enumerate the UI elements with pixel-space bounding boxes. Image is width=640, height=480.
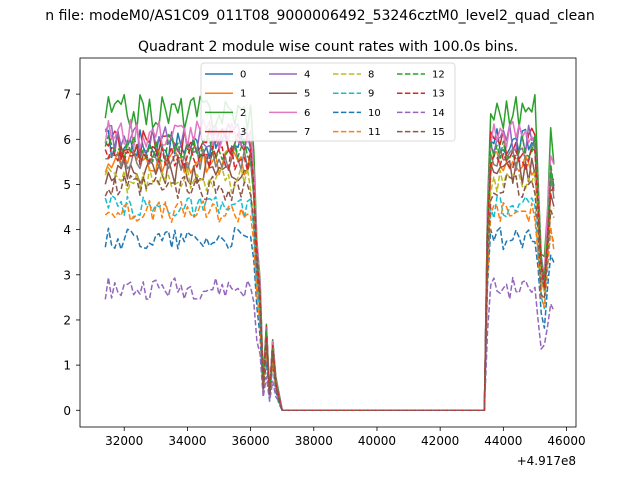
y-tick-label: 4 <box>63 223 71 237</box>
y-tick-label: 7 <box>63 88 71 102</box>
x-tick-label: 40000 <box>358 434 396 448</box>
legend-label-7: 7 <box>304 127 310 138</box>
legend-label-9: 9 <box>368 89 374 100</box>
y-tick-label: 5 <box>63 178 71 192</box>
y-tick-label: 0 <box>63 404 71 418</box>
legend-box <box>200 62 456 142</box>
y-axis: 0 1 2 3 4 5 6 7 <box>63 88 80 418</box>
y-tick-label: 1 <box>63 359 71 373</box>
legend-label-8: 8 <box>368 70 374 81</box>
y-tick-label: 3 <box>63 268 71 282</box>
series-line-15 <box>104 174 555 412</box>
legend-label-5: 5 <box>304 89 310 100</box>
legend-label-2: 2 <box>240 108 246 119</box>
legend-label-1: 1 <box>240 89 246 100</box>
plot-lines <box>104 93 555 412</box>
x-tick-label: 38000 <box>295 434 333 448</box>
legend-label-14: 14 <box>432 108 445 119</box>
x-tick-label: 32000 <box>105 434 143 448</box>
x-tick-label: 44000 <box>484 434 522 448</box>
x-axis: 32000 34000 36000 38000 40000 42000 44000 46000 <box>105 427 586 448</box>
legend-label-0: 0 <box>240 70 246 81</box>
chart-suptitle: n file: modeM0/AS1C09_011T08_9000006492_… <box>45 8 594 24</box>
x-tick-label: 36000 <box>232 434 270 448</box>
x-tick-label: 46000 <box>547 434 585 448</box>
x-tick-label: 34000 <box>168 434 206 448</box>
legend-label-11: 11 <box>368 127 381 138</box>
legend-label-15: 15 <box>432 127 445 138</box>
legend-label-13: 13 <box>432 89 445 100</box>
legend-label-3: 3 <box>240 127 246 138</box>
series-line-14 <box>104 276 555 412</box>
y-tick-label: 6 <box>63 133 71 147</box>
x-tick-label: 42000 <box>421 434 459 448</box>
legend-label-10: 10 <box>368 108 381 119</box>
y-tick-label: 2 <box>63 313 71 327</box>
legend-label-6: 6 <box>304 108 310 119</box>
legend-label-12: 12 <box>432 70 445 81</box>
plot-frame <box>79 57 577 428</box>
legend-label-4: 4 <box>304 70 310 81</box>
chart-title: Quadrant 2 module wise count rates with … <box>138 39 518 55</box>
x-offset-label: +4.917e8 <box>517 454 576 468</box>
